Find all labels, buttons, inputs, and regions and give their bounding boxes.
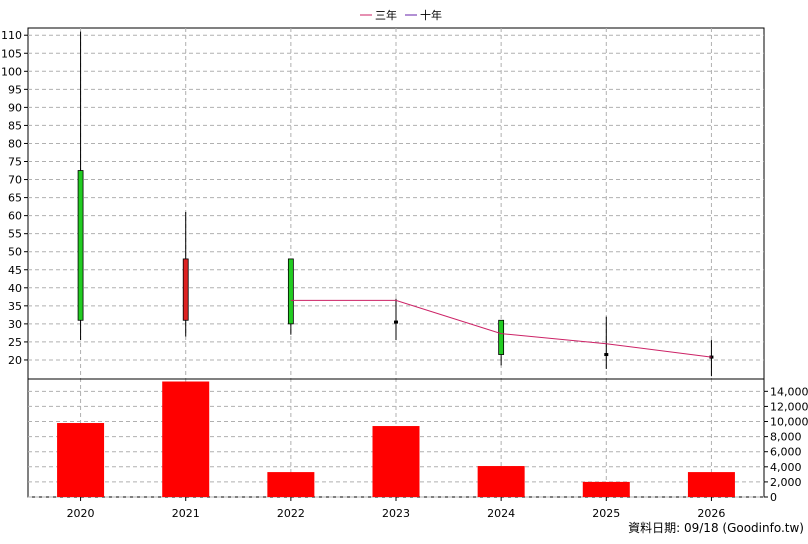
- plot-area: 2025303540455055606570758085909510010511…: [1, 27, 808, 520]
- volume-bar: [372, 426, 420, 497]
- volume-tick-label: 6,000: [770, 446, 802, 459]
- volume-tick-label: 8,000: [770, 431, 802, 444]
- legend: 三年 十年: [360, 8, 442, 22]
- price-tick-label: 25: [8, 336, 22, 349]
- price-tick-label: 110: [1, 29, 22, 42]
- price-tick-label: 40: [8, 282, 22, 295]
- x-tick-label: 2023: [382, 507, 410, 520]
- volume-bar: [477, 466, 525, 497]
- x-tick-label: 2022: [277, 507, 305, 520]
- price-tick-label: 50: [8, 246, 22, 259]
- candle-body: [182, 258, 189, 321]
- x-tick-label: 2021: [172, 507, 200, 520]
- volume-tick-label: 10,000: [770, 416, 808, 429]
- price-tick-label: 60: [8, 210, 22, 223]
- volume-bar: [57, 423, 105, 497]
- volume-tick-label: 4,000: [770, 461, 802, 474]
- price-tick-label: 105: [1, 47, 22, 60]
- candle-body: [498, 319, 505, 355]
- price-tick-label: 30: [8, 318, 22, 331]
- candle-body: [287, 258, 294, 325]
- volume-tick-label: 0: [770, 491, 777, 504]
- volume-bar: [582, 481, 630, 497]
- volume-bar: [267, 472, 315, 497]
- price-tick-label: 75: [8, 156, 22, 169]
- volume-tick-label: 2,000: [770, 476, 802, 489]
- x-tick-label: 2020: [67, 507, 95, 520]
- price-tick-label: 80: [8, 137, 22, 150]
- candle-doji: [604, 353, 609, 357]
- price-tick-label: 45: [8, 264, 22, 277]
- volume-bar: [687, 472, 735, 497]
- candle-doji: [394, 320, 398, 324]
- price-tick-label: 55: [8, 228, 22, 241]
- volume-tick-label: 14,000: [770, 385, 808, 398]
- legend-three-year-label: 三年: [375, 8, 397, 22]
- price-tick-label: 90: [8, 101, 22, 114]
- volume-tick-label: 12,000: [770, 400, 808, 413]
- price-tick-label: 35: [8, 300, 22, 313]
- volume-bar: [162, 381, 210, 497]
- candle-body: [77, 170, 84, 321]
- x-tick-label: 2025: [592, 507, 620, 520]
- x-tick-label: 2024: [487, 507, 515, 520]
- source-footer: 資料日期: 09/18 (Goodinfo.tw): [628, 521, 804, 535]
- price-tick-label: 70: [8, 174, 22, 187]
- legend-ten-year-label: 十年: [420, 8, 442, 22]
- price-tick-label: 85: [8, 119, 22, 132]
- price-tick-label: 100: [1, 65, 22, 78]
- price-tick-label: 65: [8, 192, 22, 205]
- x-tick-label: 2026: [697, 507, 725, 520]
- price-tick-label: 20: [8, 354, 22, 367]
- three-year-line: [290, 299, 712, 358]
- price-tick-label: 95: [8, 83, 22, 96]
